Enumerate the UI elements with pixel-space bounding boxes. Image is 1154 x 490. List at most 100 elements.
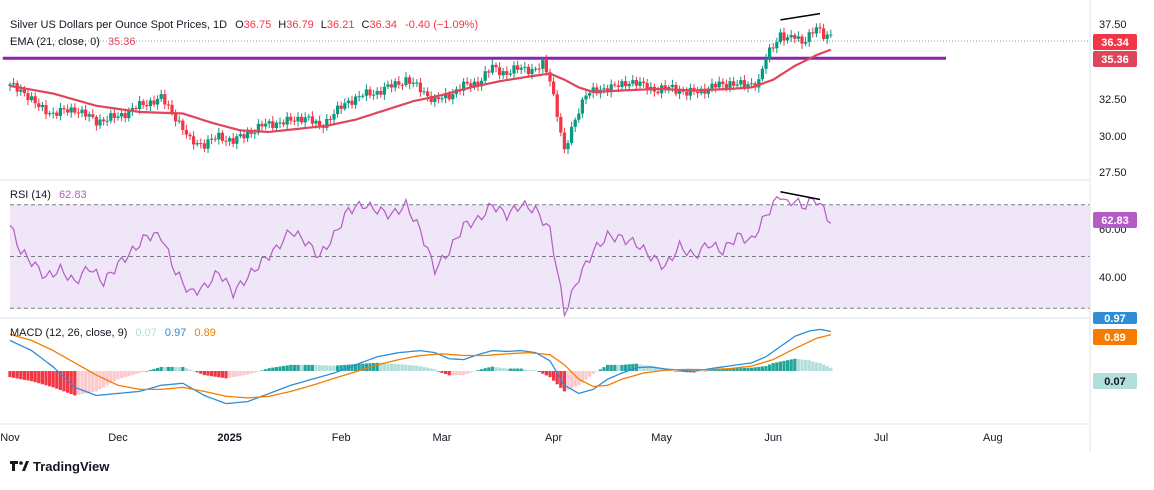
histogram-bar xyxy=(281,365,286,371)
candle xyxy=(724,84,729,88)
candle xyxy=(314,120,318,124)
candle xyxy=(130,107,135,111)
histogram-bar xyxy=(137,371,142,374)
histogram-bar xyxy=(292,364,297,371)
histogram-bar xyxy=(595,371,599,372)
candle xyxy=(425,91,430,97)
x-tick-label: Jun xyxy=(764,432,782,444)
histogram-bar xyxy=(623,364,628,371)
candle xyxy=(325,118,329,128)
x-tick-label: Dec xyxy=(108,432,128,444)
price-pane[interactable] xyxy=(2,12,1090,155)
candle xyxy=(328,118,333,120)
histogram-bar xyxy=(184,368,189,371)
macd-pane[interactable] xyxy=(8,328,833,405)
candle xyxy=(235,136,239,144)
candle xyxy=(735,84,739,86)
histogram-bar xyxy=(620,364,624,371)
histogram-bar xyxy=(382,363,387,371)
candle xyxy=(602,88,606,90)
histogram-bar xyxy=(141,371,145,373)
histogram-bar xyxy=(393,363,397,371)
histogram-bar xyxy=(760,366,765,371)
ema-legend: EMA (21, close, 0) 35.36 xyxy=(10,36,135,48)
candle xyxy=(69,107,73,113)
histogram-legend-value: 0.07 xyxy=(135,327,156,339)
svg-text:0.89: 0.89 xyxy=(1104,332,1125,344)
histogram-bar xyxy=(523,369,527,371)
candle xyxy=(728,81,732,88)
histogram-bar xyxy=(717,369,721,371)
histogram-bar xyxy=(703,370,707,372)
macd-legend-label: MACD (12, 26, close, 9) xyxy=(10,327,127,339)
histogram-bar xyxy=(533,370,538,371)
candle xyxy=(213,138,217,140)
candle xyxy=(353,96,358,105)
histogram-bar xyxy=(778,361,783,371)
histogram-bar xyxy=(645,365,649,371)
candle xyxy=(569,126,574,144)
rsi-divergence-trendline[interactable] xyxy=(780,191,821,201)
tradingview-logo[interactable]: TradingView xyxy=(10,459,110,474)
candle xyxy=(281,122,286,125)
histogram-bar xyxy=(613,364,617,371)
histogram-bar xyxy=(321,365,325,371)
histogram-bar xyxy=(616,364,621,371)
candle xyxy=(782,32,786,41)
histogram-bar xyxy=(235,371,239,377)
histogram-bar xyxy=(580,371,585,383)
candle xyxy=(166,104,171,106)
histogram-bar xyxy=(343,364,347,371)
y-tick-label: 30.00 xyxy=(1099,131,1127,143)
candle xyxy=(256,123,261,133)
histogram-bar xyxy=(418,366,423,371)
symbol-title: Silver US Dollars per Ounce Spot Prices,… xyxy=(10,19,227,31)
candle xyxy=(631,80,635,84)
ema-line xyxy=(9,48,832,134)
histogram-bar xyxy=(829,367,833,371)
candle xyxy=(343,103,347,109)
histogram-bar xyxy=(188,369,192,371)
candle xyxy=(145,104,149,107)
histogram-bar xyxy=(584,371,588,380)
histogram-bar xyxy=(335,365,340,371)
candle xyxy=(710,83,714,89)
candle xyxy=(238,134,243,137)
histogram-bar xyxy=(65,371,70,393)
histogram-bar xyxy=(814,362,819,371)
candle xyxy=(573,119,577,127)
histogram-bar xyxy=(145,371,149,372)
candle xyxy=(634,80,639,86)
histogram-bar xyxy=(44,371,48,386)
low-value: 36.21 xyxy=(327,19,355,31)
histogram-bar xyxy=(605,364,610,371)
candle xyxy=(796,36,801,39)
time-axis[interactable]: Nov Dec 2025 Feb Mar Apr May Jun Jul Aug xyxy=(0,423,1090,444)
rsi-pane[interactable] xyxy=(9,191,1090,318)
price-divergence-trendline[interactable] xyxy=(780,12,821,21)
histogram-bar xyxy=(818,362,822,371)
histogram-bar xyxy=(55,371,59,389)
histogram-bar xyxy=(728,368,732,371)
histogram-bar xyxy=(515,368,520,371)
histogram-bar xyxy=(598,369,603,371)
histogram-bar xyxy=(350,364,354,371)
candle xyxy=(418,82,423,93)
rsi-legend-value: 62.83 xyxy=(59,189,87,201)
candle xyxy=(461,81,466,91)
candle xyxy=(677,90,682,94)
candle xyxy=(8,84,12,86)
histogram-bar xyxy=(289,364,293,371)
histogram-bar xyxy=(555,371,559,385)
candle xyxy=(785,37,790,41)
candle xyxy=(191,136,196,145)
candle xyxy=(407,77,412,84)
candle xyxy=(202,143,207,149)
price-axis[interactable]: 37.50 32.50 30.00 27.50 40.00 36.34 35.3… xyxy=(1089,0,1137,452)
svg-text:0.97: 0.97 xyxy=(1104,313,1125,325)
x-tick-label: Mar xyxy=(433,432,452,444)
histogram-bar xyxy=(307,364,311,371)
x-tick-label: Aug xyxy=(983,432,1003,444)
histogram-bar xyxy=(803,359,808,371)
